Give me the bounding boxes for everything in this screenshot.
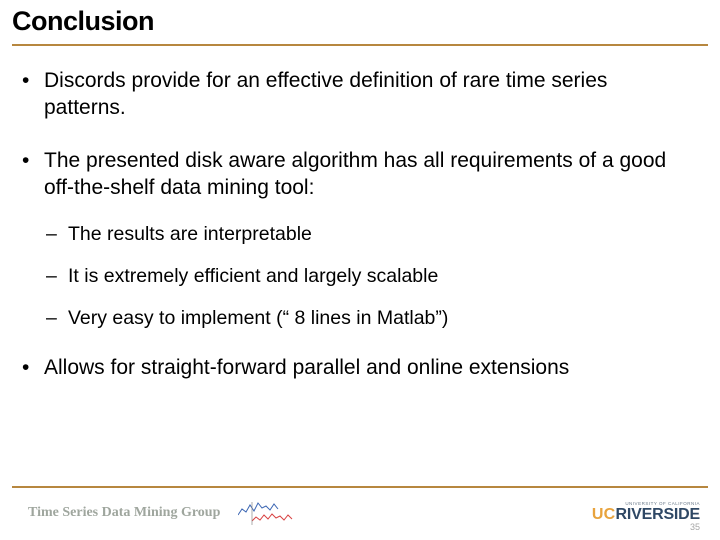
page-number: 35 <box>690 522 700 532</box>
sub-bullet-item: – The results are interpretable <box>46 222 690 246</box>
sub-marker: – <box>46 264 68 288</box>
logo-uc-text: UC <box>592 506 616 524</box>
bullet-text: Discords provide for an effective defini… <box>44 68 690 122</box>
ucr-logo: UC RIVERSIDE <box>592 506 700 524</box>
sub-text: The results are interpretable <box>68 222 690 246</box>
bullet-item: • The presented disk aware algorithm has… <box>22 148 690 202</box>
bullet-item: • Discords provide for an effective defi… <box>22 68 690 122</box>
sub-bullet-item: – It is extremely efficient and largely … <box>46 264 690 288</box>
footer-group-name: Time Series Data Mining Group <box>28 505 220 521</box>
content-area: • Discords provide for an effective defi… <box>22 68 690 402</box>
slide-title: Conclusion <box>12 6 708 37</box>
sub-bullet-item: – Very easy to implement (“ 8 lines in M… <box>46 306 690 330</box>
sub-marker: – <box>46 222 68 246</box>
bullet-marker: • <box>22 148 44 202</box>
title-underline <box>12 44 708 46</box>
bullet-marker: • <box>22 355 44 382</box>
bullet-item: • Allows for straight-forward parallel a… <box>22 355 690 382</box>
bullet-text: The presented disk aware algorithm has a… <box>44 148 690 202</box>
sub-marker: – <box>46 306 68 330</box>
sub-text: Very easy to implement (“ 8 lines in Mat… <box>68 306 690 330</box>
sparkline-icon <box>238 497 294 527</box>
sub-text: It is extremely efficient and largely sc… <box>68 264 690 288</box>
bullet-text: Allows for straight-forward parallel and… <box>44 355 690 382</box>
footer-divider <box>12 486 708 488</box>
slide: Conclusion • Discords provide for an eff… <box>0 0 720 540</box>
logo-riverside-text: RIVERSIDE <box>616 506 700 524</box>
bullet-marker: • <box>22 68 44 122</box>
